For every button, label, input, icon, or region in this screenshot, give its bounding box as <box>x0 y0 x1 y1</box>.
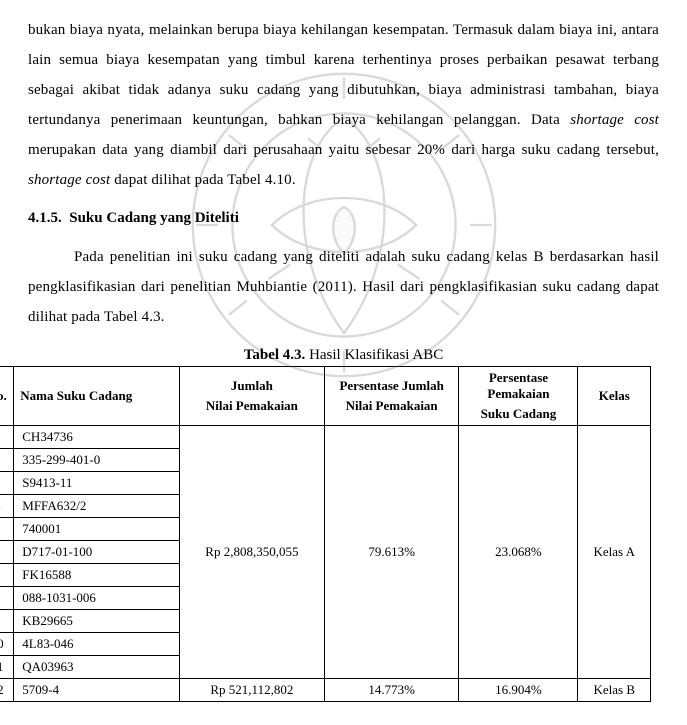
table-body: 1CH34736Rp 2,808,350,05579.613%23.068%Ke… <box>0 426 651 702</box>
th-persen-jumlah: Persentase Jumlah Nilai Pemakaian <box>324 367 459 426</box>
cell-name: 4L83-046 <box>14 633 180 656</box>
table-header-row: No. Nama Suku Cadang Jumlah Nilai Pemaka… <box>0 367 651 426</box>
section-title: Suku Cadang yang Diteliti <box>69 210 239 226</box>
cell-name: 088-1031-006 <box>14 587 180 610</box>
cell-no: 6 <box>0 541 14 564</box>
cell-kelas-b: Kelas B <box>578 679 651 702</box>
cell-no: 9 <box>0 610 14 633</box>
paragraph-scope: Pada penelitian ini suku cadang yang dit… <box>28 242 659 332</box>
cell-no: 5 <box>0 518 14 541</box>
th-kelas: Kelas <box>578 367 651 426</box>
cell-pjml-a: 79.613% <box>324 426 459 679</box>
cell-no: 10 <box>0 633 14 656</box>
cell-no: 3 <box>0 472 14 495</box>
th-jumlah-sub: Nilai Pemakaian <box>186 398 318 414</box>
th-jumlah-top: Jumlah <box>231 378 273 393</box>
cell-no: 11 <box>0 656 14 679</box>
cell-jumlah-b: Rp 521,112,802 <box>179 679 324 702</box>
section-number: 4.1.5. <box>28 210 62 226</box>
classification-table: No. Nama Suku Cadang Jumlah Nilai Pemaka… <box>0 366 651 702</box>
cell-name: FK16588 <box>14 564 180 587</box>
cell-jumlah-a: Rp 2,808,350,055 <box>179 426 324 679</box>
cell-name: CH34736 <box>14 426 180 449</box>
table-caption-label: Tabel 4.3. <box>244 347 306 363</box>
th-pjml-sub: Nilai Pemakaian <box>331 398 453 414</box>
p1-it2: shortage cost <box>28 172 110 188</box>
cell-name: KB29665 <box>14 610 180 633</box>
cell-name: S9413-11 <box>14 472 180 495</box>
cell-psc-b: 16.904% <box>459 679 578 702</box>
cell-no: 2 <box>0 449 14 472</box>
th-jumlah: Jumlah Nilai Pemakaian <box>179 367 324 426</box>
paragraph-shortage-cost: bukan biaya nyata, melainkan berupa biay… <box>28 15 659 195</box>
cell-name: D717-01-100 <box>14 541 180 564</box>
th-no: No. <box>0 367 14 426</box>
th-psc-sub: Suku Cadang <box>465 406 571 422</box>
cell-name: QA03963 <box>14 656 180 679</box>
cell-no: 1 <box>0 426 14 449</box>
p1-it1: shortage cost <box>570 112 659 128</box>
table-caption-text: Hasil Klasifikasi ABC <box>305 347 443 363</box>
cell-name: 335-299-401-0 <box>14 449 180 472</box>
cell-name: MFFA632/2 <box>14 495 180 518</box>
table-caption: Tabel 4.3. Hasil Klasifikasi ABC <box>28 347 659 364</box>
cell-no: 4 <box>0 495 14 518</box>
th-name: Nama Suku Cadang <box>14 367 180 426</box>
p1-c: dapat dilihat pada Tabel 4.10. <box>110 172 295 188</box>
cell-psc-a: 23.068% <box>459 426 578 679</box>
cell-no: 8 <box>0 587 14 610</box>
th-persen-sc: Persentase Pemakaian Suku Cadang <box>459 367 578 426</box>
section-heading: 4.1.5. Suku Cadang yang Diteliti <box>28 210 659 227</box>
cell-no: 7 <box>0 564 14 587</box>
cell-pjml-b: 14.773% <box>324 679 459 702</box>
th-pjml-top: Persentase Jumlah <box>339 378 443 393</box>
p1-b: merupakan data yang diambil dari perusah… <box>28 142 659 158</box>
cell-name: 5709-4 <box>14 679 180 702</box>
th-psc-top: Persentase Pemakaian <box>487 370 549 401</box>
cell-kelas-a: Kelas A <box>578 426 651 679</box>
cell-name: 740001 <box>14 518 180 541</box>
table-row: 125709-4Rp 521,112,80214.773%16.904%Kela… <box>0 679 651 702</box>
table-row: 1CH34736Rp 2,808,350,05579.613%23.068%Ke… <box>0 426 651 449</box>
cell-no: 12 <box>0 679 14 702</box>
p1-a: bukan biaya nyata, melainkan berupa biay… <box>28 22 659 128</box>
